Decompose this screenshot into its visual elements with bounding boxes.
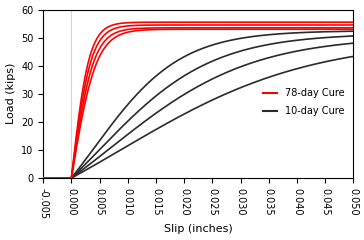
X-axis label: Slip (inches): Slip (inches) (164, 224, 233, 234)
Y-axis label: Load (kips): Load (kips) (5, 63, 16, 125)
Legend: 78-day Cure, 10-day Cure: 78-day Cure, 10-day Cure (259, 84, 349, 120)
